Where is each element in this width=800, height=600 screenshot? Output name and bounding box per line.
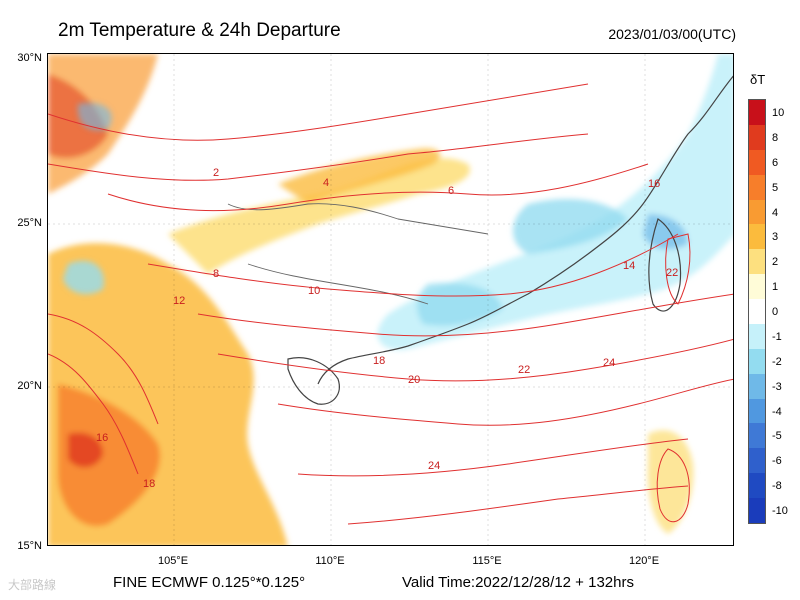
coastline <box>227 75 733 405</box>
colorbar-label: -1 <box>772 330 782 343</box>
contour-label: 14 <box>623 260 635 272</box>
contour-label: 18 <box>373 355 385 367</box>
lon-label-115e: 115°E <box>472 555 502 567</box>
contour-label: 6 <box>448 185 454 197</box>
colorbar-swatch <box>749 124 765 150</box>
contour-label: 16 <box>96 432 108 444</box>
map-title: 2m Temperature & 24h Departure <box>58 20 341 41</box>
map-canvas: 2 4 6 8 10 12 14 16 18 20 22 24 16 18 24… <box>48 54 733 545</box>
lat-label-20n: 20°N <box>17 380 42 392</box>
colorbar-swatch <box>749 423 765 449</box>
colorbar <box>748 99 766 524</box>
colorbar-swatch <box>749 249 765 275</box>
contour-label: 4 <box>323 177 329 189</box>
colorbar-label: 2 <box>772 256 779 269</box>
colorbar-label: -4 <box>772 405 782 418</box>
contour-label: 24 <box>603 357 615 369</box>
contour-label: 16 <box>648 178 660 190</box>
contour-label: 24 <box>428 460 440 472</box>
colorbar-label: 10 <box>772 107 785 119</box>
colorbar-label: -8 <box>772 480 782 493</box>
colorbar-label: -6 <box>772 455 782 468</box>
lat-label-15n: 15°N <box>17 540 42 552</box>
cool-anomaly-shading <box>63 54 733 350</box>
contour-label: 2 <box>213 167 219 179</box>
colorbar-label: -3 <box>772 380 782 393</box>
contour-label: 20 <box>408 374 420 386</box>
colorbar-label: 4 <box>772 206 779 219</box>
valid-time-info: Valid Time:2022/12/28/12 + 132hrs <box>402 574 634 591</box>
lon-label-105e: 105°E <box>157 555 189 567</box>
colorbar-title: δT <box>750 72 766 87</box>
colorbar-label: 6 <box>772 156 779 169</box>
colorbar-label: -5 <box>772 430 782 443</box>
colorbar-swatch <box>749 473 765 498</box>
colorbar-swatch <box>749 348 765 374</box>
colorbar-label: -10 <box>772 505 788 518</box>
contour-label: 12 <box>173 295 185 307</box>
colorbar-label: -2 <box>772 355 782 368</box>
contour-label: 22 <box>518 364 530 376</box>
graticule <box>48 54 733 545</box>
watermark: 大部路線 <box>8 578 57 592</box>
lat-label-25n: 25°N <box>17 217 42 229</box>
colorbar-swatch <box>749 149 765 175</box>
warm-anomaly-shading <box>48 54 694 545</box>
colorbar-swatch <box>749 299 765 324</box>
colorbar-swatch <box>749 498 765 523</box>
lat-label-30n: 30°N <box>17 52 42 64</box>
colorbar-swatch <box>749 448 765 474</box>
contour-label: 8 <box>213 268 219 280</box>
colorbar-swatch <box>749 274 765 299</box>
contour-label: 22 <box>666 267 678 279</box>
colorbar-swatch <box>749 224 765 250</box>
colorbar-swatch <box>749 174 765 200</box>
colorbar-swatch <box>749 323 765 349</box>
colorbar-swatch <box>749 199 765 225</box>
lon-label-120e: 120°E <box>628 555 660 567</box>
contour-label: 10 <box>308 285 320 297</box>
colorbar-label: 8 <box>772 131 779 144</box>
colorbar-label: 5 <box>772 181 779 194</box>
colorbar-swatch <box>749 373 765 399</box>
contour-label: 18 <box>143 478 155 490</box>
lon-label-110e: 110°E <box>315 555 345 567</box>
colorbar-label: 1 <box>772 281 779 294</box>
temperature-contours <box>48 83 733 525</box>
colorbar-label: 0 <box>772 306 779 319</box>
model-info: FINE ECMWF 0.125°*0.125° <box>113 574 306 591</box>
colorbar-label: 3 <box>772 231 779 244</box>
map-frame: 2 4 6 8 10 12 14 16 18 20 22 24 16 18 24… <box>47 53 734 546</box>
valid-time-utc: 2023/01/03/00(UTC) <box>608 26 736 42</box>
colorbar-swatch <box>749 398 765 424</box>
contour-labels: 2 4 6 8 10 12 14 16 18 20 22 24 16 18 24… <box>96 167 678 490</box>
colorbar-swatch <box>749 100 765 125</box>
